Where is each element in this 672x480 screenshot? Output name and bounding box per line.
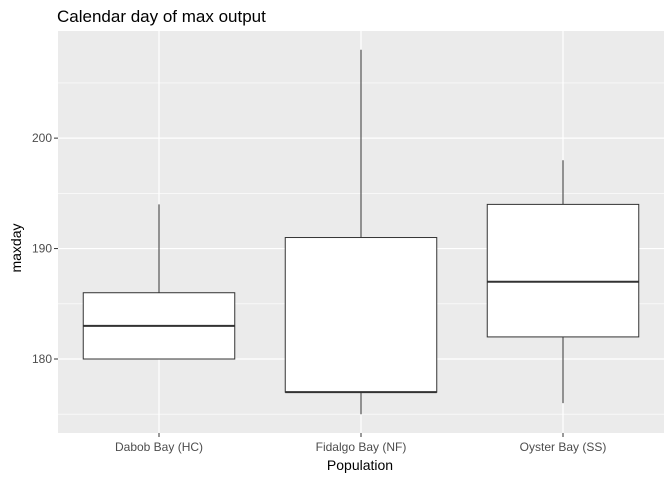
y-tick-label: 200 <box>32 131 52 145</box>
x-tick-label: Oyster Bay (SS) <box>520 440 607 454</box>
y-tick-label: 190 <box>32 242 52 256</box>
x-axis-ticks: Dabob Bay (HC) Fidalgo Bay (NF) Oyster Bay… <box>115 433 606 454</box>
y-tick-label: 180 <box>32 352 52 366</box>
box-2 <box>284 49 438 415</box>
boxes-layer <box>82 49 640 415</box>
box-iqr <box>486 203 640 338</box>
x-axis-title: Population <box>327 457 393 473</box>
box-1 <box>82 204 236 360</box>
y-axis-ticks: 180 190 200 <box>32 131 58 366</box>
box-iqr <box>284 237 438 393</box>
x-tick-label: Dabob Bay (HC) <box>115 440 203 454</box>
chart-title: Calendar day of max output <box>57 7 266 26</box>
x-tick-label: Fidalgo Bay (NF) <box>316 440 407 454</box>
box-3 <box>486 160 640 404</box>
y-axis-title: maxday <box>8 223 24 272</box>
